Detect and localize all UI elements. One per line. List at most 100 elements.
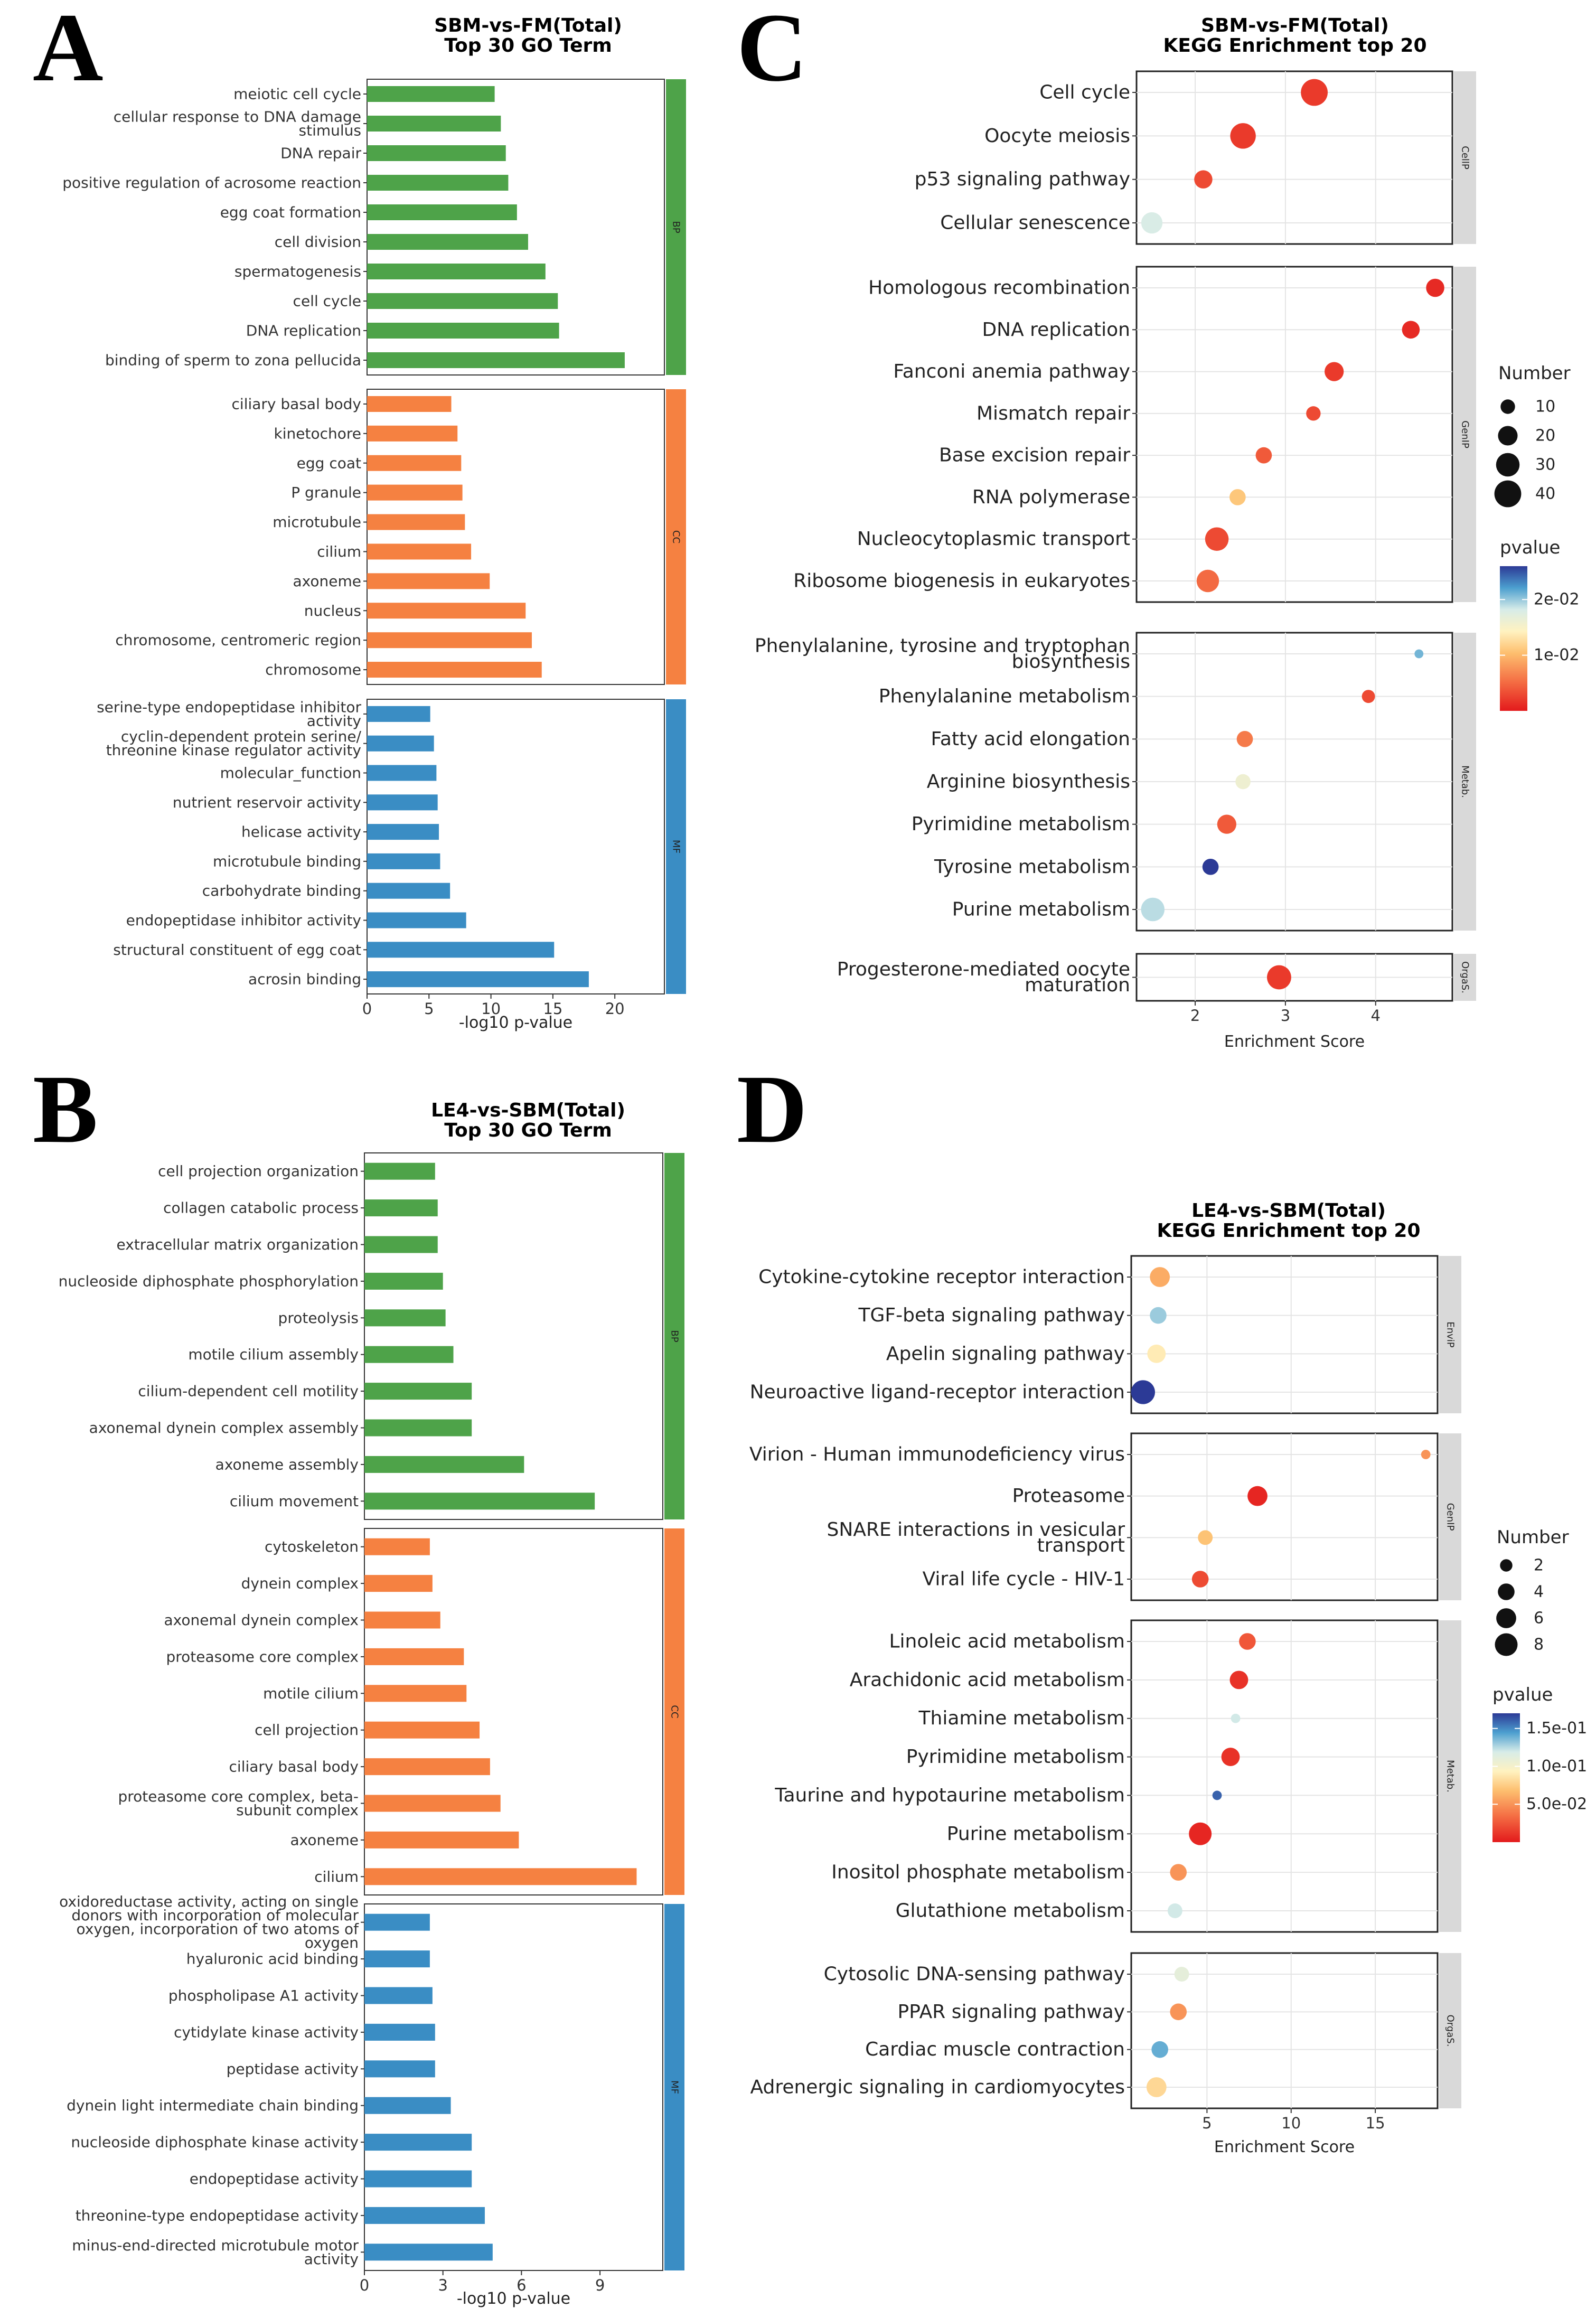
facet-strip bbox=[1454, 267, 1476, 602]
term-label: maturation bbox=[1025, 974, 1130, 996]
term-label: motile cilium bbox=[263, 1685, 359, 1702]
bar bbox=[364, 1831, 519, 1848]
bar bbox=[367, 794, 438, 811]
color-legend-label: 1e-02 bbox=[1534, 646, 1580, 664]
bar bbox=[364, 2134, 472, 2151]
bar bbox=[364, 1419, 472, 1437]
color-legend-label: 1.0e-01 bbox=[1526, 1757, 1587, 1776]
facet-metab: Metab. Phenylalanine, tyrosine and trypto… bbox=[755, 632, 1476, 932]
term-label: carbohydrate binding bbox=[202, 882, 361, 899]
term-label: collagen catabolic process bbox=[163, 1199, 359, 1217]
term-label: Cell cycle bbox=[1039, 82, 1130, 104]
term-label: nucleoside diphosphate phosphorylation bbox=[59, 1272, 359, 1290]
facet-orgas: OrgaS. Cytosolic DNA-sensing pathway PPAR … bbox=[750, 1952, 1461, 2109]
bar bbox=[367, 765, 437, 781]
facet-strip bbox=[664, 1904, 684, 2270]
data-point bbox=[1141, 212, 1163, 234]
color-legend-title: pvalue bbox=[1500, 537, 1560, 558]
term-label: dynein light intermediate chain binding bbox=[67, 2097, 359, 2114]
term-label: Adrenergic signaling in cardiomyocytes bbox=[750, 2077, 1125, 2098]
panel-letter: C bbox=[737, 0, 808, 102]
term-label: microtubule binding bbox=[213, 852, 361, 870]
term-label: threonine-type endopeptidase activity bbox=[76, 2207, 359, 2224]
data-point bbox=[1235, 774, 1251, 790]
term-label: Purine metabolism bbox=[952, 899, 1130, 921]
bar bbox=[364, 1685, 467, 1702]
term-label: PPAR signaling pathway bbox=[898, 2001, 1125, 2023]
data-point bbox=[1147, 1344, 1166, 1363]
term-label: endopeptidase inhibitor activity bbox=[126, 912, 361, 929]
term-label: acrosin binding bbox=[248, 971, 361, 988]
term-label: cell cycle bbox=[293, 293, 361, 310]
data-point bbox=[1229, 1671, 1248, 1690]
data-point bbox=[1170, 1864, 1187, 1881]
size-legend-dot bbox=[1500, 399, 1515, 414]
facet-bp: BP cell projection organization collagen c… bbox=[59, 1152, 684, 1520]
data-point bbox=[1198, 1530, 1213, 1545]
data-point bbox=[1306, 406, 1321, 421]
size-legend-label: 4 bbox=[1534, 1583, 1544, 1601]
facet-cellp: CellP Cell cycle Oocyte meiosis p53 signali… bbox=[915, 70, 1476, 245]
term-label: dynein complex bbox=[241, 1575, 359, 1592]
bar bbox=[367, 396, 452, 412]
facet-panel bbox=[1130, 1255, 1439, 1414]
term-label: donors with incorporation of molecular bbox=[71, 1907, 359, 1924]
term-label: Progesterone-mediated oocyte bbox=[837, 959, 1130, 980]
facet-strip-label: BP bbox=[671, 221, 682, 233]
term-label: cytoskeleton bbox=[265, 1538, 359, 1555]
data-point bbox=[1221, 1748, 1240, 1766]
bar bbox=[367, 543, 472, 560]
data-point bbox=[1150, 1307, 1167, 1324]
bar bbox=[364, 1346, 454, 1363]
data-point bbox=[1189, 1822, 1212, 1845]
term-label: cilium movement bbox=[230, 1493, 359, 1510]
facet-strip-label: Metab. bbox=[1460, 765, 1471, 798]
term-label: cell projection bbox=[255, 1721, 359, 1739]
bar bbox=[364, 2060, 435, 2078]
data-point bbox=[1191, 1571, 1209, 1588]
term-label: axonemal dynein complex bbox=[164, 1611, 359, 1629]
bar bbox=[364, 1987, 433, 2004]
chart-subtitle: KEGG Enrichment top 20 bbox=[1163, 35, 1426, 57]
facet-strip bbox=[666, 79, 686, 375]
term-label: chromosome bbox=[265, 661, 361, 679]
term-label: meiotic cell cycle bbox=[233, 86, 361, 103]
data-point bbox=[1231, 1713, 1241, 1723]
data-point bbox=[1205, 527, 1229, 551]
bar bbox=[367, 86, 495, 102]
x-tick-label: 4 bbox=[1371, 1007, 1381, 1025]
term-label: threonine kinase regulator activity bbox=[106, 742, 361, 759]
term-label: egg coat formation bbox=[220, 204, 361, 221]
data-point bbox=[1236, 730, 1253, 747]
facet-strip bbox=[664, 1153, 684, 1519]
term-label: transport bbox=[1037, 1535, 1125, 1556]
data-point bbox=[1151, 2041, 1168, 2058]
term-label: binding of sperm to zona pellucida bbox=[105, 352, 361, 369]
bar bbox=[367, 514, 465, 530]
bar bbox=[364, 1493, 595, 1510]
term-label: axoneme bbox=[293, 573, 361, 590]
x-axis: 0 5 10 15 20 -log10 p-value bbox=[362, 994, 625, 1032]
facet-envip: EnviP Cytokine-cytokine receptor interact… bbox=[750, 1255, 1461, 1414]
term-label: Viral life cycle - HIV-1 bbox=[923, 1569, 1125, 1590]
x-axis-label: Enrichment Score bbox=[1214, 2138, 1355, 2156]
data-point bbox=[1255, 447, 1272, 464]
bar bbox=[364, 1162, 435, 1180]
size-legend-dot bbox=[1495, 1633, 1518, 1656]
x-tick-label: 20 bbox=[605, 1000, 625, 1018]
bar bbox=[367, 204, 517, 220]
data-point bbox=[1229, 489, 1246, 505]
chart-title: LE4-vs-SBM(Total) bbox=[431, 1100, 625, 1121]
term-label: structural constituent of egg coat bbox=[113, 941, 361, 959]
size-legend-dot bbox=[1498, 426, 1518, 446]
facet-strip bbox=[1439, 1620, 1461, 1932]
term-label: axoneme bbox=[290, 1831, 359, 1848]
facet-strip-label: Metab. bbox=[1445, 1760, 1456, 1793]
term-label: Pyrimidine metabolism bbox=[912, 813, 1130, 835]
color-legend-title: pvalue bbox=[1492, 1684, 1553, 1705]
term-label: motile cilium assembly bbox=[188, 1346, 359, 1363]
x-tick-label: 10 bbox=[481, 1000, 501, 1018]
term-label: nucleus bbox=[304, 602, 361, 620]
x-tick-label: 15 bbox=[543, 1000, 562, 1018]
term-label: phospholipase A1 activity bbox=[168, 1987, 359, 2004]
